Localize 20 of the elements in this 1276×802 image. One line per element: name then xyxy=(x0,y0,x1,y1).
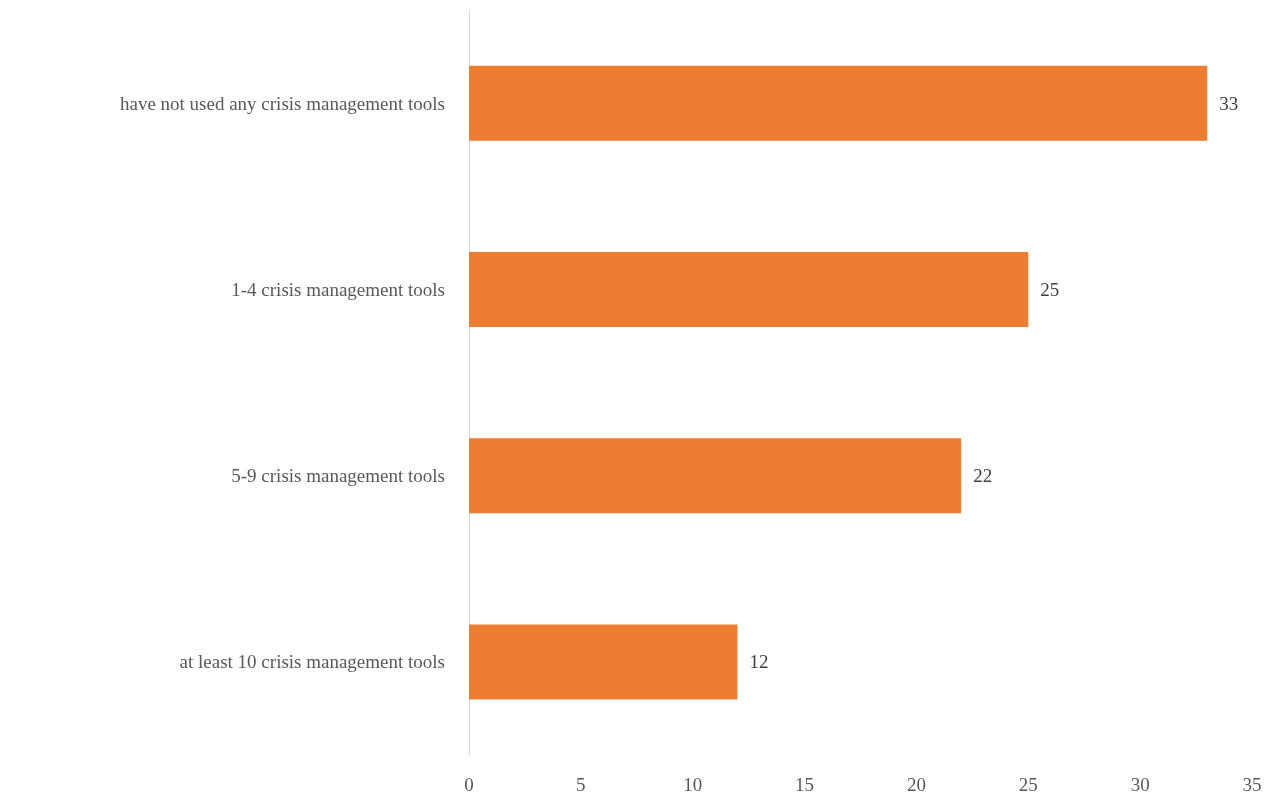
y-tick-label: have not used any crisis management tools xyxy=(119,92,445,114)
bar xyxy=(469,438,962,514)
x-tick-label: 5 xyxy=(576,774,586,795)
data-label: 12 xyxy=(749,651,769,673)
x-tick-label: 25 xyxy=(1018,774,1038,795)
data-label: 25 xyxy=(1040,278,1060,300)
x-tick-label: 30 xyxy=(1130,774,1150,795)
x-tick-label: 0 xyxy=(464,774,474,795)
x-tick-label: 10 xyxy=(683,774,703,795)
x-tick-label: 15 xyxy=(795,774,815,795)
bar xyxy=(469,624,738,700)
bar xyxy=(469,65,1208,141)
y-tick-label: at least 10 crisis management tools xyxy=(179,651,445,673)
data-label: 33 xyxy=(1219,92,1239,114)
y-tick-label: 1-4 crisis management tools xyxy=(231,278,445,300)
bar xyxy=(469,251,1029,327)
x-tick-label: 20 xyxy=(906,774,926,795)
y-tick-label: 5-9 crisis management tools xyxy=(231,465,445,487)
data-label: 22 xyxy=(973,465,993,487)
x-tick-label: 35 xyxy=(1242,774,1262,795)
